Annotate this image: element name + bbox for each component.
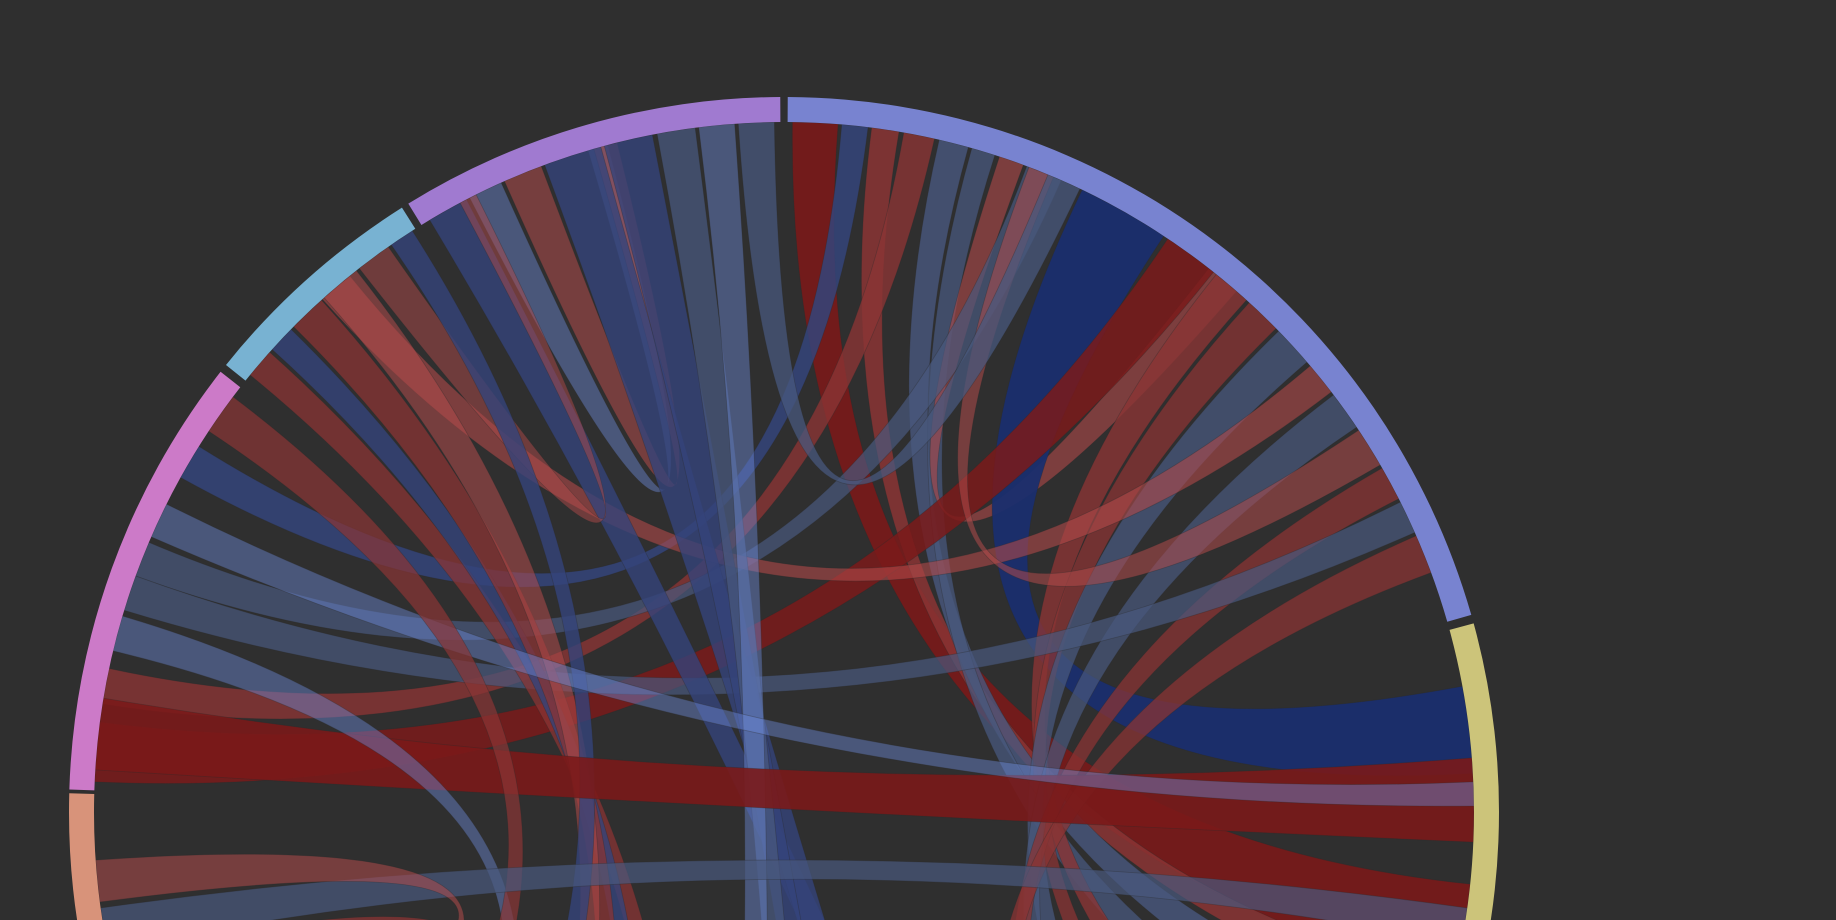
group-arc-6	[1449, 623, 1499, 920]
group-arc-3	[225, 207, 416, 381]
chord-ribbon-17	[1015, 467, 1400, 920]
chord-ribbon-15	[1023, 394, 1358, 920]
chord-ribbon-25	[656, 127, 785, 920]
chord-ribbon-12	[1032, 301, 1277, 920]
group-arc-layer	[69, 97, 1499, 920]
chord-ribbon-16	[957, 166, 1381, 587]
chord-ribbon-35	[112, 615, 515, 920]
group-arc-5	[787, 97, 1472, 622]
chord-ribbon-5	[908, 139, 1210, 920]
group-arc-4	[408, 97, 781, 225]
group-arc-1	[69, 793, 103, 920]
chord-ribbon-18	[123, 501, 1416, 696]
chord-ribbon-31	[323, 269, 601, 920]
chord-ribbon-33	[390, 230, 596, 920]
group-arc-2	[69, 371, 241, 791]
chord-ribbon-32	[358, 193, 607, 524]
chord-ribbon-37	[208, 396, 524, 920]
chord-ribbon-20	[429, 198, 825, 920]
chord-ribbon-41	[95, 853, 465, 920]
chord-ribbon-26	[698, 123, 768, 920]
ribbon-layer	[94, 121, 1475, 920]
